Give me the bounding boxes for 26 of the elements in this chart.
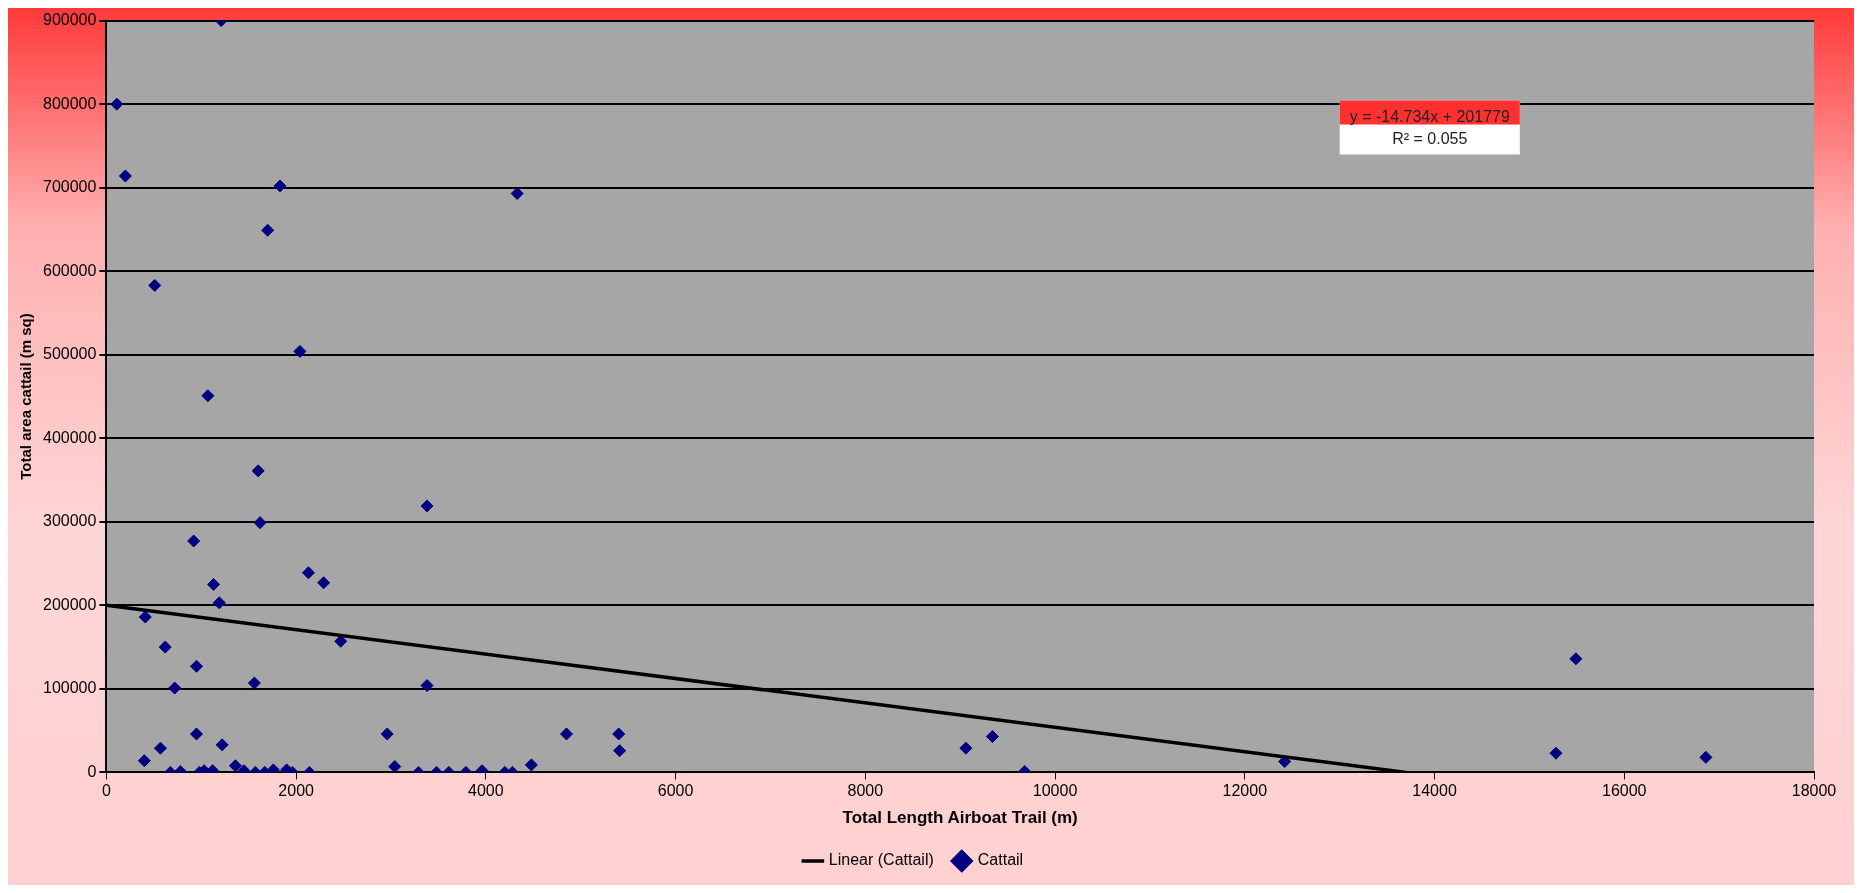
y-tick-label: 300000 bbox=[43, 512, 97, 530]
annotation: R² = 0.055 bbox=[1392, 130, 1468, 148]
y-axis-title: Total area cattail (m sq) bbox=[17, 313, 35, 480]
y-tick-label: 0 bbox=[87, 762, 97, 780]
x-tick-label: 14000 bbox=[1412, 782, 1457, 800]
x-tick-label: 18000 bbox=[1791, 782, 1837, 800]
y-tick-label: 800000 bbox=[43, 94, 97, 112]
y-tick-label: 400000 bbox=[43, 428, 97, 446]
x-tick-label: 16000 bbox=[1602, 782, 1647, 800]
x-tick-label: 0 bbox=[101, 782, 111, 800]
x-tick-label: 10000 bbox=[1032, 782, 1078, 800]
x-tick-label: 8000 bbox=[847, 782, 884, 800]
legend-label: Cattail bbox=[977, 851, 1024, 869]
y-tick-label: 100000 bbox=[43, 679, 97, 697]
x-axis-title: Total Length Airboat Trail (m) bbox=[842, 808, 1078, 828]
x-tick-label: 12000 bbox=[1222, 782, 1268, 800]
x-tick-label: 4000 bbox=[468, 782, 504, 800]
y-tick-label: 200000 bbox=[43, 595, 97, 613]
x-tick-label: 6000 bbox=[657, 782, 694, 800]
annotation: y = -14.734x + 201779 bbox=[1349, 108, 1510, 126]
legend-label: Linear (Cattail) bbox=[828, 851, 934, 869]
y-tick-label: 700000 bbox=[43, 178, 97, 196]
y-tick-label: 600000 bbox=[43, 261, 97, 279]
y-tick-label: 500000 bbox=[43, 345, 97, 363]
x-tick-label: 2000 bbox=[278, 782, 315, 800]
y-tick-label: 900000 bbox=[43, 11, 97, 29]
